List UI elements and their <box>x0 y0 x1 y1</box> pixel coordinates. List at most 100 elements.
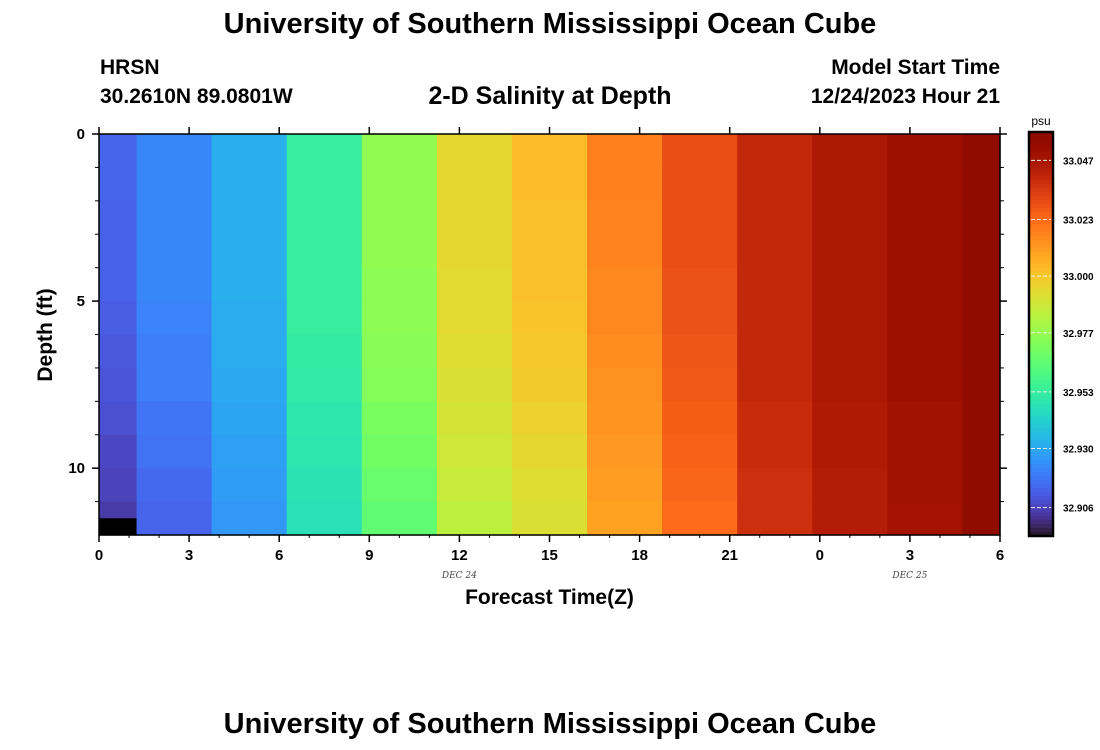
heatmap-cell <box>511 367 588 402</box>
colorbar-step <box>1029 228 1053 233</box>
heatmap-cell <box>587 167 663 202</box>
heatmap-cell <box>737 167 813 202</box>
heatmap-cell <box>812 234 888 269</box>
heatmap-cell <box>662 267 738 302</box>
heatmap-cell <box>211 301 288 336</box>
heatmap-cell <box>587 518 663 536</box>
colorbar-step <box>1029 464 1053 469</box>
heatmap-cell <box>436 518 513 536</box>
colorbar-step <box>1029 488 1053 493</box>
colorbar-step <box>1029 284 1053 289</box>
heatmap-cell <box>211 367 288 402</box>
chart-subtitle: 2-D Salinity at Depth <box>428 82 672 110</box>
heatmap-cell <box>136 334 213 369</box>
heatmap-cell <box>737 401 813 436</box>
colorbar-step <box>1029 508 1053 513</box>
heatmap-cell <box>812 468 888 503</box>
colorbar-label: 32.906 <box>1063 504 1094 515</box>
colorbar-step <box>1029 320 1053 325</box>
colorbar-step <box>1029 440 1053 445</box>
colorbar-step <box>1029 444 1053 449</box>
colorbar-step <box>1029 456 1053 461</box>
heatmap-cell <box>887 468 964 503</box>
heatmap-cell <box>211 200 288 235</box>
heatmap-cell <box>962 401 1001 436</box>
heatmap-cell <box>436 401 513 436</box>
colorbar-step <box>1029 252 1053 257</box>
colorbar-step <box>1029 496 1053 501</box>
heatmap-cell <box>662 200 738 235</box>
heatmap-cell <box>737 234 813 269</box>
heatmap-cell <box>887 434 964 469</box>
colorbar: psu 33.047 33.023 33.000 32.977 32.953 32.930… <box>1027 114 1094 538</box>
x-tick-label: 0 <box>95 547 103 564</box>
colorbar-step <box>1029 220 1053 225</box>
heatmap-cell <box>511 401 588 436</box>
colorbar-step <box>1029 392 1053 397</box>
colorbar-step <box>1029 452 1053 457</box>
heatmap-cell <box>887 267 964 302</box>
heatmap-cell <box>99 200 138 235</box>
x-axis-title: Forecast Time(Z) <box>465 586 634 609</box>
heatmap-cell <box>211 134 288 169</box>
heatmap-cell <box>361 401 438 436</box>
heatmap-cell <box>662 401 738 436</box>
heatmap-cell <box>211 501 288 519</box>
colorbar-step <box>1029 424 1053 429</box>
heatmap-cell <box>286 200 363 235</box>
heatmap-cell <box>361 501 438 519</box>
colorbar-step <box>1029 480 1053 485</box>
colorbar-step <box>1029 168 1053 173</box>
colorbar-step <box>1029 272 1053 277</box>
heatmap-cell <box>436 134 513 169</box>
colorbar-label: 32.977 <box>1063 329 1094 340</box>
heatmap-cell <box>962 234 1001 269</box>
colorbar-step <box>1029 504 1053 509</box>
model-start-value: 12/24/2023 Hour 21 <box>810 85 1000 108</box>
heatmap-cell <box>737 267 813 302</box>
heatmap-cell <box>99 267 138 302</box>
colorbar-step <box>1029 308 1053 313</box>
y-tick-label: 10 <box>68 460 85 477</box>
heatmap-cell <box>436 167 513 202</box>
heatmap-cell <box>962 167 1001 202</box>
colorbar-step <box>1029 356 1053 361</box>
x-tick-label: 0 <box>816 547 824 564</box>
x-tick-label: 18 <box>631 547 648 564</box>
heatmap-cell <box>436 434 513 469</box>
heatmap-cell <box>662 301 738 336</box>
heatmap-cell <box>361 200 438 235</box>
heatmap-cell <box>587 234 663 269</box>
colorbar-step <box>1029 412 1053 417</box>
colorbar-step <box>1029 300 1053 305</box>
heatmap-cell <box>361 134 438 169</box>
heatmap-cell <box>136 267 213 302</box>
heatmap-cell <box>662 134 738 169</box>
colorbar-step <box>1029 132 1053 137</box>
heatmap-cell <box>136 468 213 503</box>
colorbar-step <box>1029 524 1053 529</box>
colorbar-step <box>1029 484 1053 489</box>
heatmap-cell <box>211 234 288 269</box>
heatmap-cell <box>887 134 964 169</box>
colorbar-step <box>1029 140 1053 145</box>
colorbar-step <box>1029 528 1053 533</box>
colorbar-step <box>1029 476 1053 481</box>
colorbar-label: 32.930 <box>1063 445 1094 456</box>
heatmap-cell <box>436 301 513 336</box>
heatmap-cell <box>436 267 513 302</box>
heatmap-cell <box>99 401 138 436</box>
heatmap-cell <box>136 518 213 536</box>
colorbar-step <box>1029 148 1053 153</box>
colorbar-step <box>1029 204 1053 209</box>
heatmap-cell <box>587 301 663 336</box>
heatmap-cell <box>136 501 213 519</box>
colorbar-step <box>1029 296 1053 301</box>
heatmap-cell <box>812 518 888 536</box>
heatmap-cell <box>812 501 888 519</box>
heatmap-cell <box>361 301 438 336</box>
colorbar-step <box>1029 420 1053 425</box>
x-tick-label: 6 <box>275 547 283 564</box>
colorbar-label: 33.047 <box>1063 156 1094 167</box>
colorbar-step <box>1029 360 1053 365</box>
